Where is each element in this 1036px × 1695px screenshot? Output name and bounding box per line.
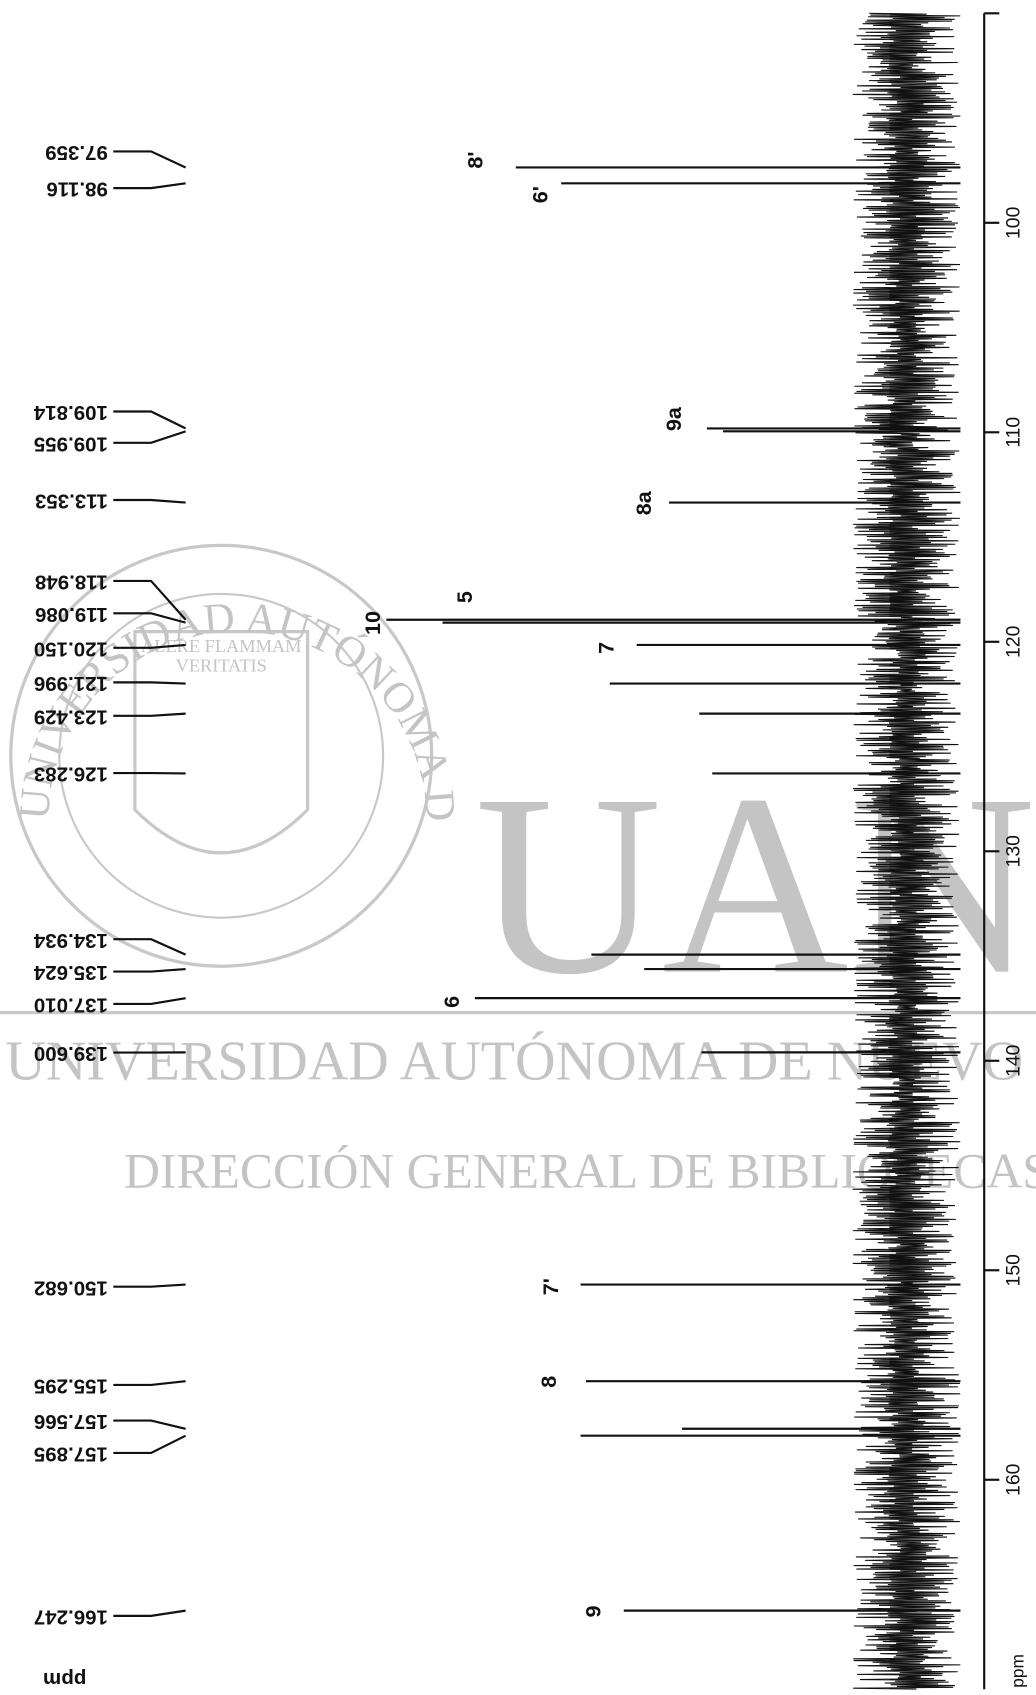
peak-label: 109.955 [34,432,108,455]
label-leader [113,997,186,1006]
label-leader [113,182,186,190]
label-leader [113,1283,186,1288]
assignment-label: 10 [360,611,385,635]
label-leader [113,1609,186,1617]
seal-motto: ALERE FLAMMAM [141,636,301,656]
peak-label: 157.895 [34,1442,108,1465]
tick-label: 120 [1003,625,1025,658]
assignment-label: 7' [538,1278,563,1295]
peak-label: 155.295 [34,1375,108,1398]
peak-label: 119.086 [35,603,108,626]
label-leader [113,410,187,430]
peak-label: 139.600 [34,1042,108,1065]
tick-label: 150 [1003,1254,1025,1287]
label-leader [113,712,186,717]
peak-label: 166.247 [34,1605,108,1628]
label-leader [113,938,187,956]
seal-motto: VERITATIS [176,656,267,676]
peak-label: 120.150 [34,637,108,660]
label-leader [113,579,187,621]
peak-label: 157.566 [34,1410,108,1433]
seal-ring [9,543,434,968]
label-leader [113,1380,186,1387]
peak-label: 150.682 [34,1276,108,1299]
peak-label: 121.996 [34,672,108,695]
peak-label: 113.353 [35,490,108,513]
assignment-label: 6 [439,996,464,1008]
peak-label: 109.814 [33,401,108,424]
peak-label: 135.624 [33,961,108,984]
assignment-label: 8' [463,152,488,169]
peak-label: 97.359 [45,141,108,164]
label-leader [113,681,186,685]
peak-label: 118.948 [35,571,108,594]
label-leader [113,150,187,169]
label-leader [113,1419,186,1430]
label-leader [113,430,186,444]
peak-label: 134.934 [33,929,108,952]
watermark-line: UNIVERSIDAD AUTÓNOMA DE NUEVO LEÓN [5,1030,1036,1093]
assignment-label: 8a [631,490,656,515]
label-leader [113,498,186,504]
assignment-label: 5 [452,591,477,603]
assignment-label: 8 [536,1376,561,1388]
peak-label: 126.283 [34,763,108,786]
peak-label: 123.429 [34,705,108,728]
peak-label: 98.116 [46,178,108,201]
tick-label: 110 [1003,417,1025,448]
label-leader [113,612,186,624]
tick-label: 100 [1003,206,1025,239]
plot: 100 110 120 130 140 150 160 ppm ppm 97.359 98.116 1… [33,12,1027,1691]
label-leader [113,643,186,649]
axis-label: ppm [1007,1654,1027,1688]
tick-label: 130 [1003,835,1025,868]
tick-label: 140 [1003,1044,1025,1077]
initials: UANL [475,742,1036,1029]
assignment-label: 7 [593,642,618,654]
seal-inner [58,592,385,919]
tick-label: 160 [1003,1463,1025,1496]
noise [852,12,961,1690]
peak-list-label: ppm [43,1668,86,1691]
assignment-label: 9a [661,406,686,431]
label-leader [113,968,186,973]
assignment-label: 9 [580,1606,605,1618]
peak-label: 137.010 [34,994,108,1017]
assignment-label: 6' [527,186,552,203]
seal-shield [133,630,310,855]
label-leader [113,1434,187,1454]
